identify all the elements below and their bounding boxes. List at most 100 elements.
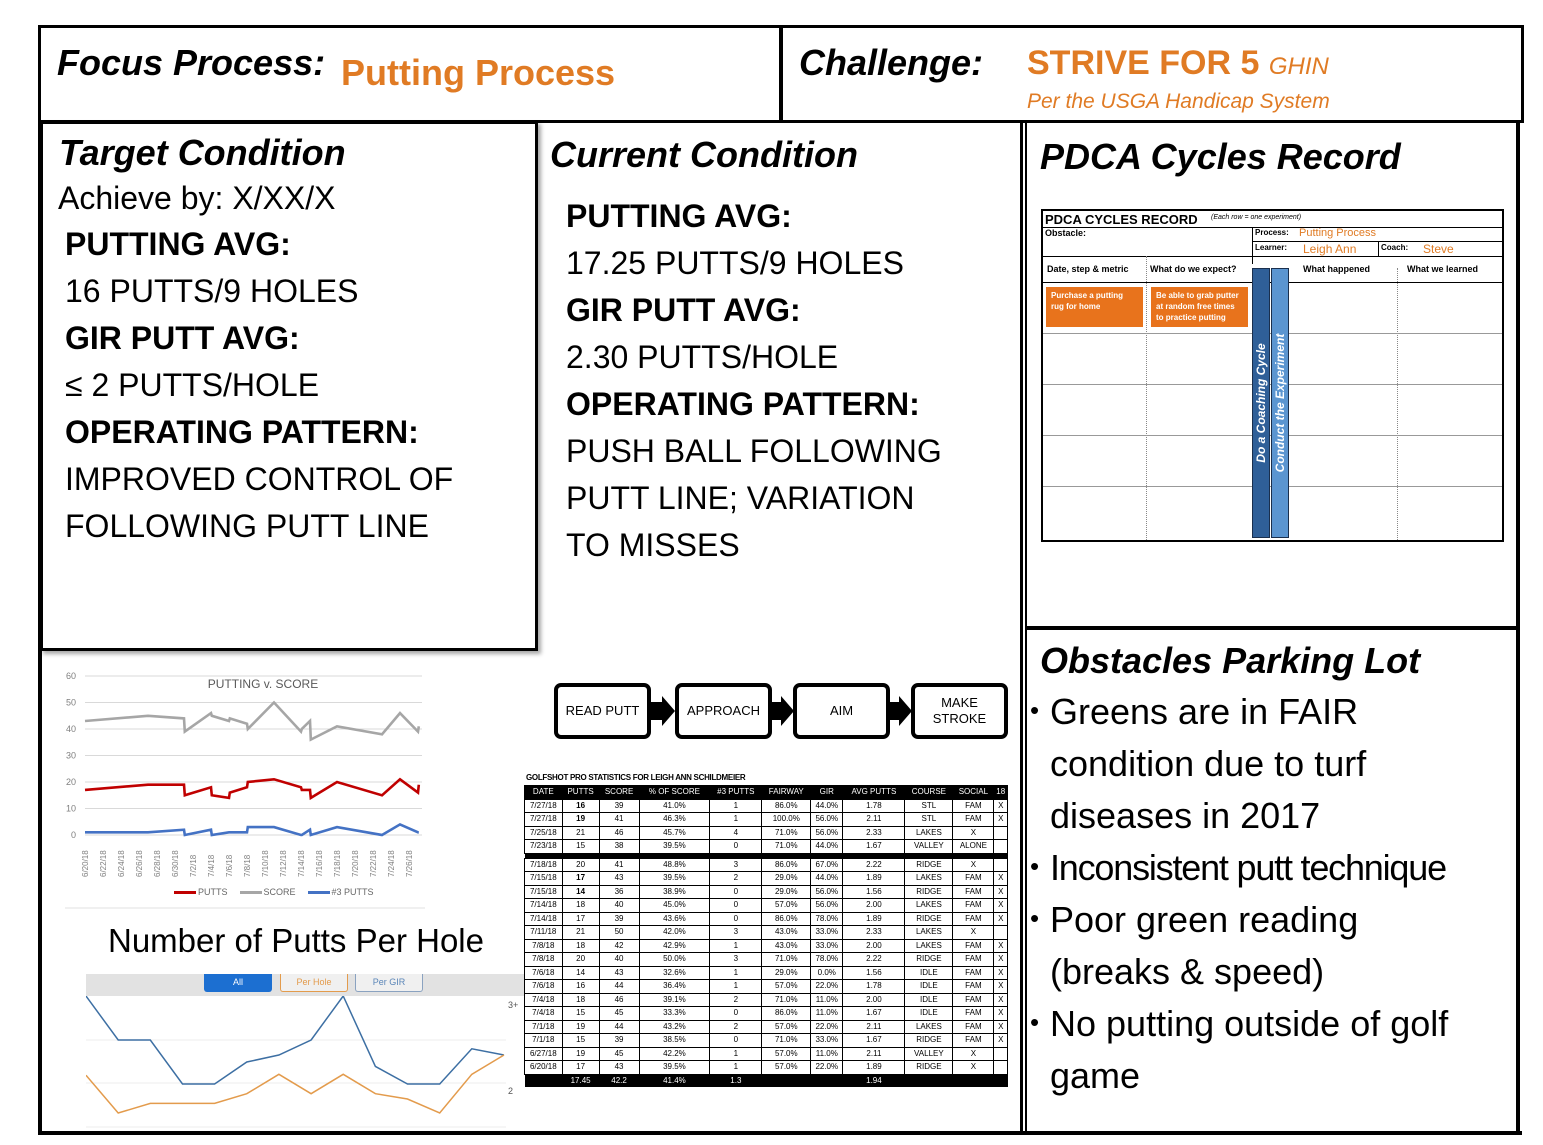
table-cell: RIDGE [904, 1033, 954, 1048]
table-cell: RIDGE [904, 911, 954, 926]
table-cell: LAKES [904, 898, 954, 913]
table-cell: 41 [598, 812, 640, 827]
table-cell: 71.0% [761, 839, 812, 854]
table-cell: 0 [709, 911, 763, 926]
table-cell: 14 [561, 884, 600, 899]
table-cell: 2.00 [842, 992, 906, 1007]
table-cell: 45.7% [638, 825, 711, 840]
divider-pdca-obstacles [1025, 626, 1520, 630]
target-pattern-line2: FOLLOWING PUTT LINE [65, 508, 429, 544]
table-cell: 16 [561, 798, 600, 813]
table-cell: 44 [598, 979, 640, 994]
pdca-line [1252, 227, 1253, 264]
table-cell: X [993, 979, 1008, 994]
table-cell: 36 [598, 884, 640, 899]
table-cell: 1.56 [842, 884, 906, 899]
focus-process-box: Focus Process: Putting Process [38, 25, 782, 123]
target-achieve-by: Achieve by: X/XX/X [58, 180, 336, 216]
table-cell: 22.0% [810, 1019, 844, 1034]
table-row: 7/14/18 18 40 45.0% 0 57.0% 56.0% 2.00 LAKES FAM X [524, 898, 1008, 913]
table-cell: 7/25/18 [524, 825, 563, 840]
table-cell: 1.67 [842, 1033, 906, 1048]
tab-per-gir[interactable]: Per GIR [355, 974, 423, 992]
table-cell: 7/1/18 [524, 1033, 563, 1048]
table-cell: 0 [709, 898, 763, 913]
table-cell: 42.0% [638, 925, 711, 940]
pdca-coach-value: Steve [1423, 242, 1454, 256]
table-cell: 57.0% [761, 979, 812, 994]
table-cell: 45 [598, 1006, 640, 1021]
tab-per-hole[interactable]: Per Hole [280, 974, 348, 992]
table-cell: LAKES [904, 925, 954, 940]
table-row: 7/6/18 16 44 36.4% 1 57.0% 22.0% 1.78 IDLE FAM X [524, 979, 1008, 994]
challenge-main: STRIVE FOR 5 [1027, 44, 1260, 82]
table-row: 7/18/18 20 41 48.8% 3 86.0% 67.0% 2.22 RIDGE X [524, 857, 1008, 872]
target-putting-avg-label: PUTTING AVG: [65, 226, 291, 262]
pdca-step-card: Purchase a putting rug for home [1046, 287, 1143, 327]
table-cell: 67.0% [810, 857, 844, 872]
table-cell: 56.0% [810, 884, 844, 899]
table-cell: 86.0% [761, 1006, 812, 1021]
table-cell: 39.5% [638, 871, 711, 886]
svg-text:7/16/18: 7/16/18 [315, 850, 324, 877]
table-row: 7/8/18 20 40 50.0% 3 71.0% 78.0% 2.22 RIDGE FAM X [524, 952, 1008, 967]
table-cell: 33.0% [810, 1033, 844, 1048]
current-putting-avg-label: PUTTING AVG: [566, 198, 792, 234]
table-cell: RIDGE [904, 952, 954, 967]
table-cell: 7/15/18 [524, 884, 563, 899]
table-cell: IDLE [904, 979, 954, 994]
table-cell: 20 [561, 857, 600, 872]
table-cell: X [993, 1019, 1008, 1034]
table-cell: 33.3% [638, 1006, 711, 1021]
challenge-suffix: GHIN [1268, 53, 1329, 80]
table-cell: 48.8% [638, 857, 711, 872]
table-cell: 1.89 [842, 1060, 906, 1075]
table-cell: FAM [952, 965, 995, 980]
table-cell: 56.0% [810, 825, 844, 840]
table-cell: 1 [709, 965, 763, 980]
table-cell: IDLE [904, 992, 954, 1007]
pdca-coach-label: Coach: [1381, 243, 1409, 252]
table-cell: FAM [952, 992, 995, 1007]
table-cell: FAM [952, 898, 995, 913]
table-row: 7/8/18 18 42 42.9% 1 43.0% 33.0% 2.00 LAKES FAM X [524, 938, 1008, 953]
challenge-label: Challenge: [799, 42, 984, 83]
table-cell: 56.0% [810, 812, 844, 827]
svg-text:7/22/18: 7/22/18 [369, 850, 378, 877]
pdca-learner-label: Learner: [1255, 243, 1288, 252]
table-cell: X [952, 1046, 995, 1061]
table-cell: 15 [561, 1006, 600, 1021]
pdca-title: PDCA Cycles Record [1040, 136, 1401, 177]
table-cell: 43 [598, 965, 640, 980]
pdca-coaching-bar: Do a Coaching Cycle [1252, 268, 1270, 538]
table-cell: FAM [952, 911, 995, 926]
table-cell: 1.89 [842, 911, 906, 926]
table-cell: 1.78 [842, 979, 906, 994]
svg-text:7/26/18: 7/26/18 [405, 850, 414, 877]
svg-text:7/12/18: 7/12/18 [279, 850, 288, 877]
table-cell: 71.0% [761, 992, 812, 1007]
pdca-line [1043, 256, 1502, 257]
table-cell: 71.0% [761, 952, 812, 967]
current-gir-value: 2.30 PUTTS/HOLE [566, 339, 839, 375]
table-cell [993, 1046, 1008, 1061]
table-cell: 0 [709, 1033, 763, 1048]
table-separator [524, 853, 1008, 858]
obstacles-title: Obstacles Parking Lot [1040, 640, 1421, 681]
table-row: 7/23/18 15 38 39.5% 0 71.0% 44.0% 1.67 VALLEY ALO… [524, 839, 1008, 854]
tab-all[interactable]: All [204, 974, 272, 992]
flow-step-approach: APPROACH [675, 683, 772, 739]
table-cell: 56.0% [810, 898, 844, 913]
table-cell: X [993, 1033, 1008, 1048]
legend-swatch-putts [174, 890, 196, 894]
flow-step-make-stroke: MAKE STROKE [911, 683, 1008, 739]
table-cell: 86.0% [761, 857, 812, 872]
table-cell: 17 [561, 1060, 600, 1075]
table-cell: LAKES [904, 938, 954, 953]
table-cell: 7/1/18 [524, 1019, 563, 1034]
table-cell [993, 825, 1008, 840]
pdca-col-happened: What happened [1303, 264, 1370, 274]
table-cell: LAKES [904, 825, 954, 840]
flow-step-make-stroke-label: MAKE STROKE [932, 695, 987, 726]
table-cell: X [993, 911, 1008, 926]
